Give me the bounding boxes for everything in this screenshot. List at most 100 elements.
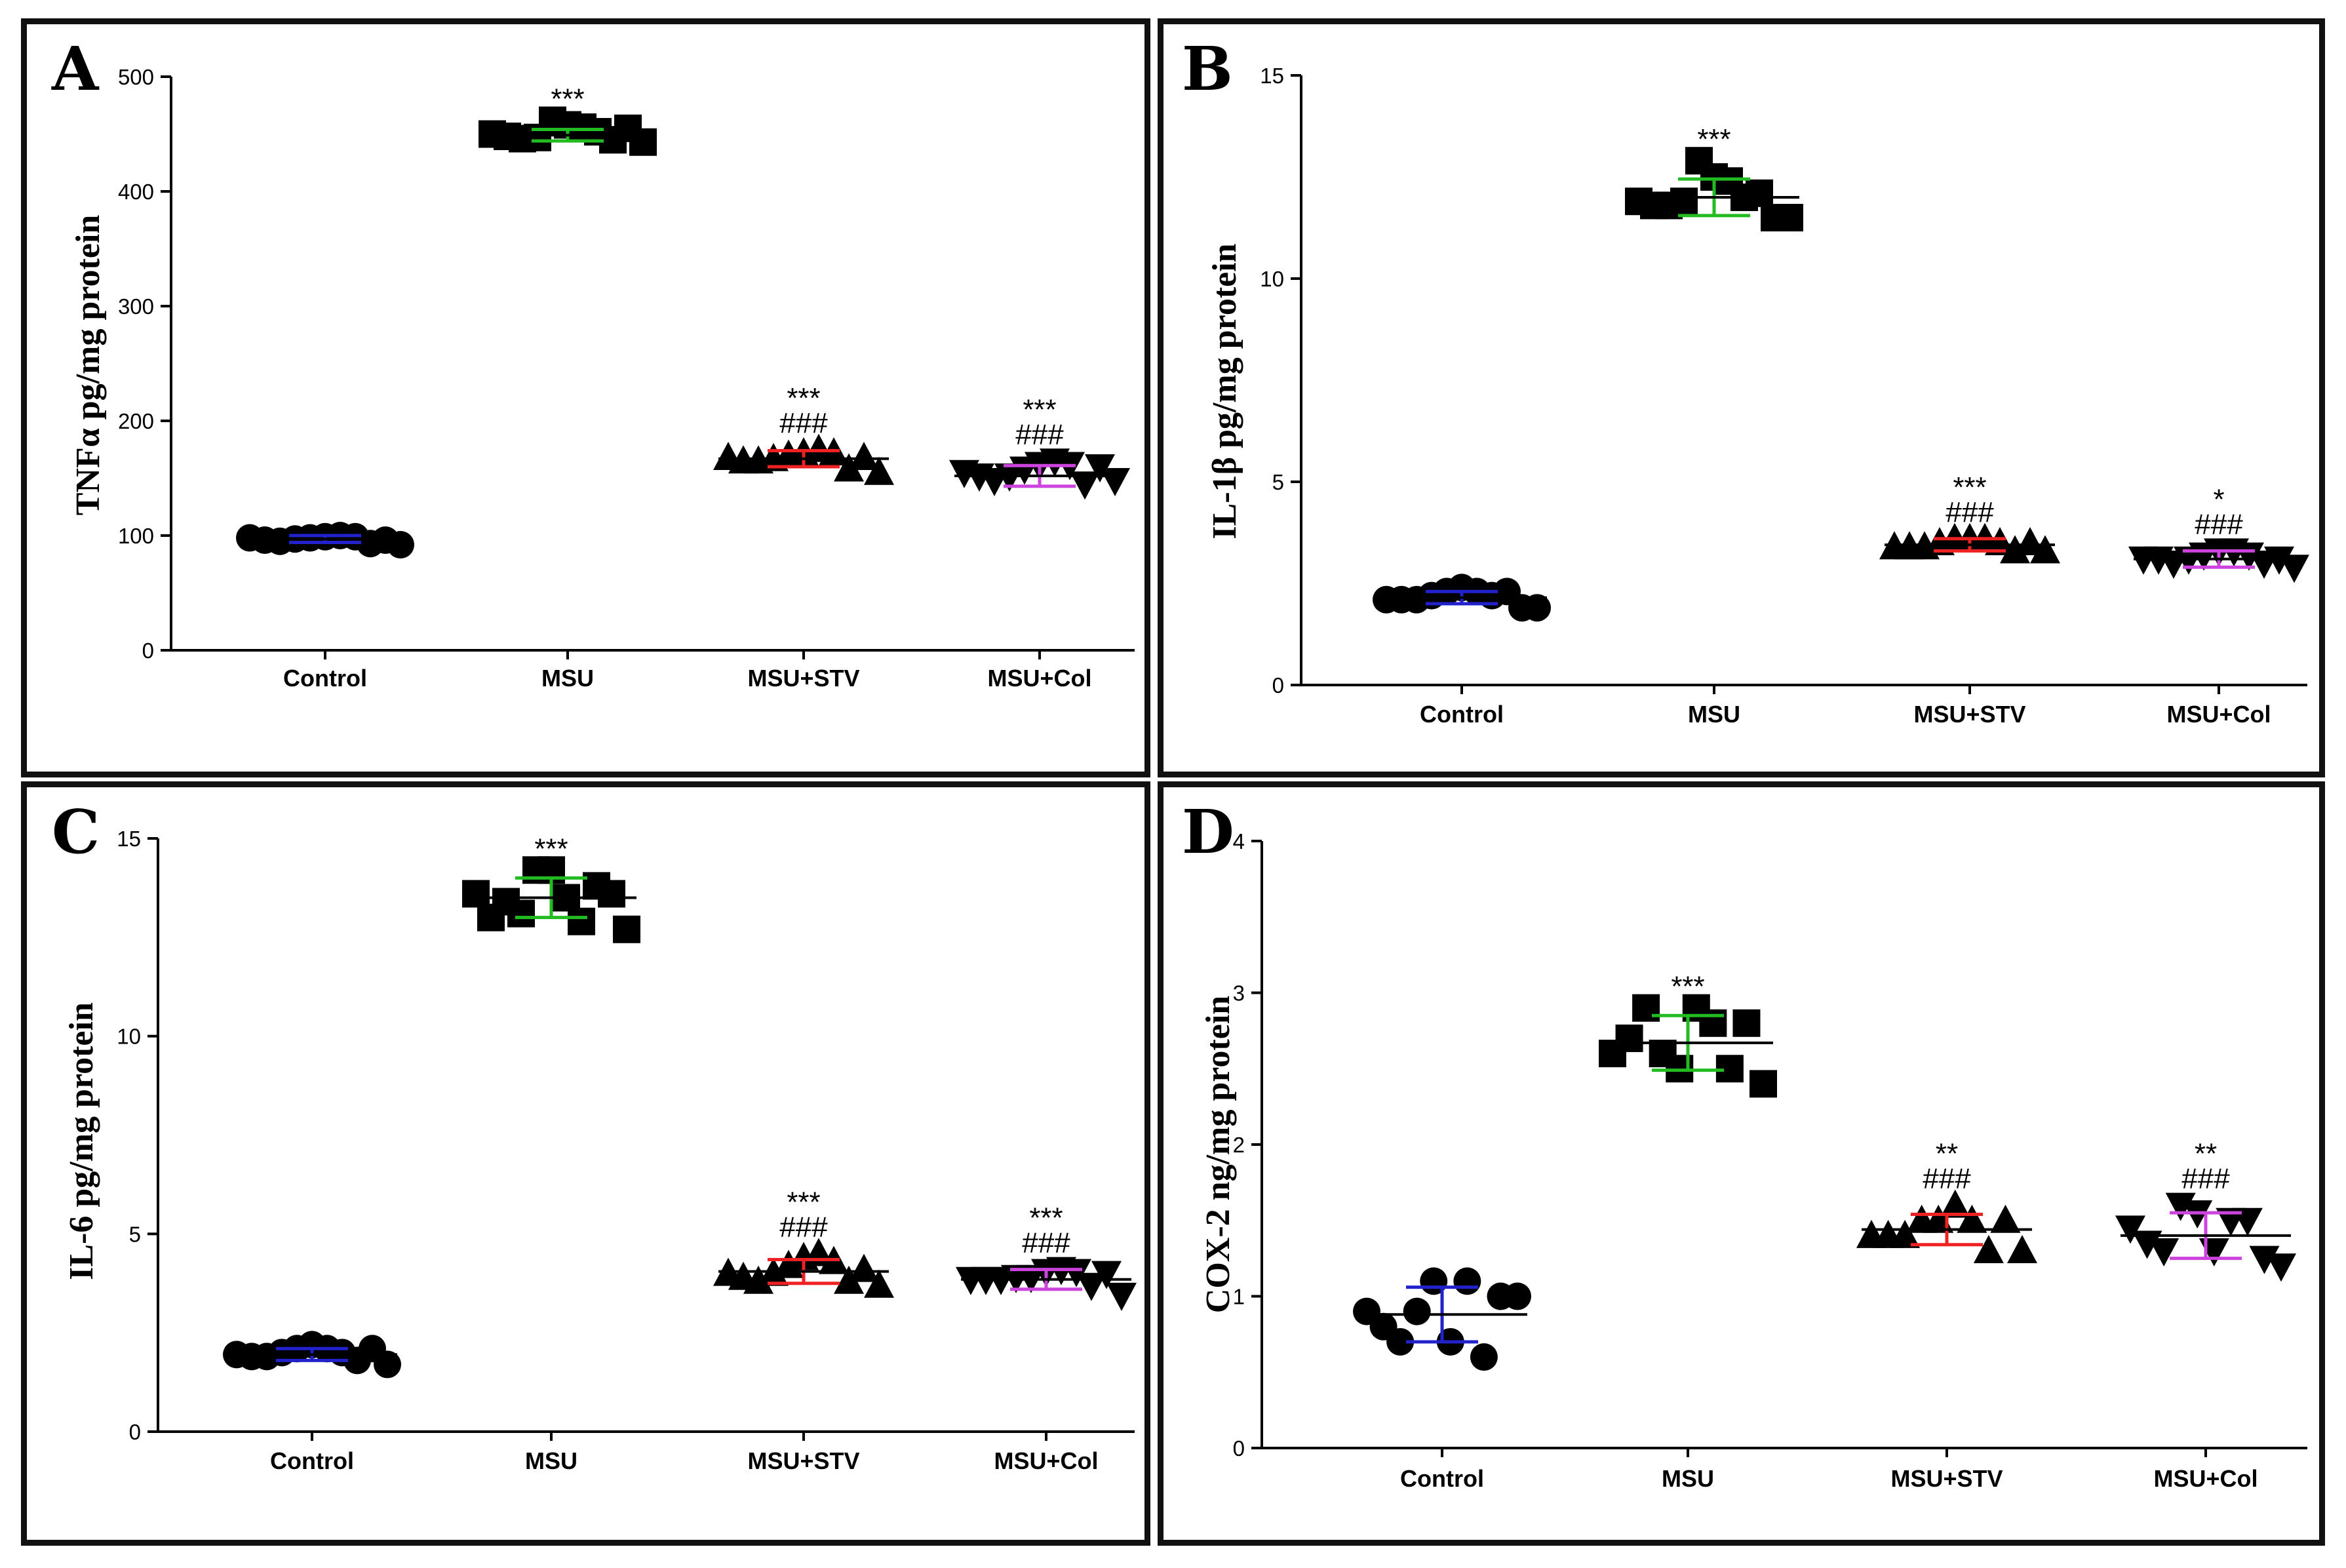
data-point [2132,1230,2162,1259]
data-point [864,456,894,485]
significance-label: ** [1936,1138,1958,1170]
data-point [2015,527,2045,555]
significance-label: *** [787,382,820,414]
data-point [1746,179,1773,207]
significance-label: *** [1953,471,1986,503]
y-tick-label: 0 [142,638,154,663]
significance-label: ### [2195,508,2243,540]
data-point [1523,594,1551,622]
x-tick-label: Control [270,1447,354,1474]
series-group [1373,574,1551,622]
panel-d: D 0 1 2 3 4 COX-2 ng/mg protein Control MSU MSU+… [1158,781,2325,1546]
data-point [1670,187,1698,216]
x-tick-label: MSU+Col [994,1447,1098,1474]
tnfa-chart: A 0 100 200 300 400 500 TNFα pg/mg protein Cont… [51,33,1135,692]
x-tick-label: MSU+STV [1890,1465,2003,1492]
data-point [374,1350,401,1379]
data-point [1091,1261,1122,1289]
series-group [1856,1189,2037,1264]
data-point [1106,1282,1137,1311]
x-tick-label: MSU+Col [2166,701,2271,728]
significance-label: *** [787,1186,820,1219]
data-point [1940,1189,1970,1218]
y-tick-label: 5 [129,1222,141,1246]
significance-label: *** [1697,123,1730,155]
x-tick-label: Control [1400,1465,1484,1492]
x-tick-label: Control [1420,701,1504,728]
panel-c: C 0 5 10 15 IL-6 pg/mg protein Control MSU MSU+… [21,781,1150,1546]
y-tick-label: 0 [129,1420,141,1444]
y-tick-label: 200 [118,409,154,433]
y-tick-label: 4 [1233,829,1245,853]
significance-label: ### [1022,1227,1070,1259]
data-point [1632,994,1660,1022]
significance-label: *** [1023,393,1056,425]
x-tick-label: MSU+Col [2153,1465,2258,1492]
y-tick-label: 2 [1233,1133,1245,1157]
data-point [2000,535,2030,564]
significance-label: *** [551,83,584,115]
y-tick-label: 10 [117,1025,141,1049]
data-point [849,1253,879,1282]
x-tick-label: MSU [541,665,594,692]
panel-a: A 0 100 200 300 400 500 TNFα pg/mg protein Cont… [21,18,1150,777]
y-tick-label: 15 [1260,64,1284,88]
significance-label: ### [1923,1163,1971,1195]
data-point [1386,1327,1415,1356]
data-point [1973,1235,2004,1264]
data-point [849,442,879,470]
panel-b: B 0 5 10 15 IL-1β pg/mg protein Control MSU MSU… [1158,18,2325,777]
y-tick-label: 400 [118,180,154,204]
x-tick-label: Control [283,665,367,692]
data-point [568,907,595,935]
x-tick-label: MSU [1688,701,1740,728]
data-point [2266,1253,2296,1282]
y-tick-label: 10 [1260,267,1284,291]
significance-label: ### [779,1211,828,1244]
y-tick-label: 0 [1272,673,1284,697]
data-point [1615,1024,1643,1052]
data-point [1470,1343,1498,1371]
x-tick-label: MSU+STV [747,665,859,692]
x-tick-label: MSU+STV [747,1447,859,1474]
data-point [864,1269,894,1298]
data-point [1890,1219,1921,1248]
series-group [1353,1267,1531,1371]
y-tick-label: 5 [1272,470,1284,494]
series-group [2115,1192,2296,1282]
y-axis-label: TNFα pg/mg protein [69,215,107,516]
data-point [598,880,625,908]
data-point [2182,1200,2213,1229]
data-point [2249,1245,2280,1274]
data-point [387,531,414,559]
data-point [1504,1282,1531,1310]
panel-letter: D [1182,796,1234,867]
panel-letter: B [1182,33,1233,104]
data-point [1957,1204,1987,1233]
data-point [2007,1235,2037,1264]
il6-chart: C 0 5 10 15 IL-6 pg/mg protein Control MSU MSU+… [52,796,1137,1474]
y-tick-label: 500 [118,65,154,89]
y-tick-label: 3 [1233,981,1245,1006]
data-point [2199,1238,2229,1267]
data-point [1699,1009,1727,1037]
data-point [2279,555,2309,583]
x-tick-label: MSU [1662,1465,1714,1492]
data-point [2115,1215,2145,1244]
data-point [2149,1238,2180,1267]
x-tick-label: MSU+STV [1913,701,2025,728]
data-point [507,899,535,928]
data-point [2232,1207,2263,1236]
significance-label: *** [1671,971,1704,1003]
data-point [2264,546,2294,575]
data-point [629,128,657,156]
data-point [1750,1070,1777,1098]
data-point [743,1265,773,1294]
series-group [462,856,640,943]
il1b-chart: B 0 5 10 15 IL-1β pg/mg protein Control MSU MSU… [1182,33,2309,728]
significance-label: ### [779,407,828,439]
significance-label: *** [534,833,568,865]
data-point [2030,535,2060,564]
significance-label: ### [2181,1163,2230,1195]
y-axis-label: IL-6 pg/mg protein [63,1002,100,1280]
